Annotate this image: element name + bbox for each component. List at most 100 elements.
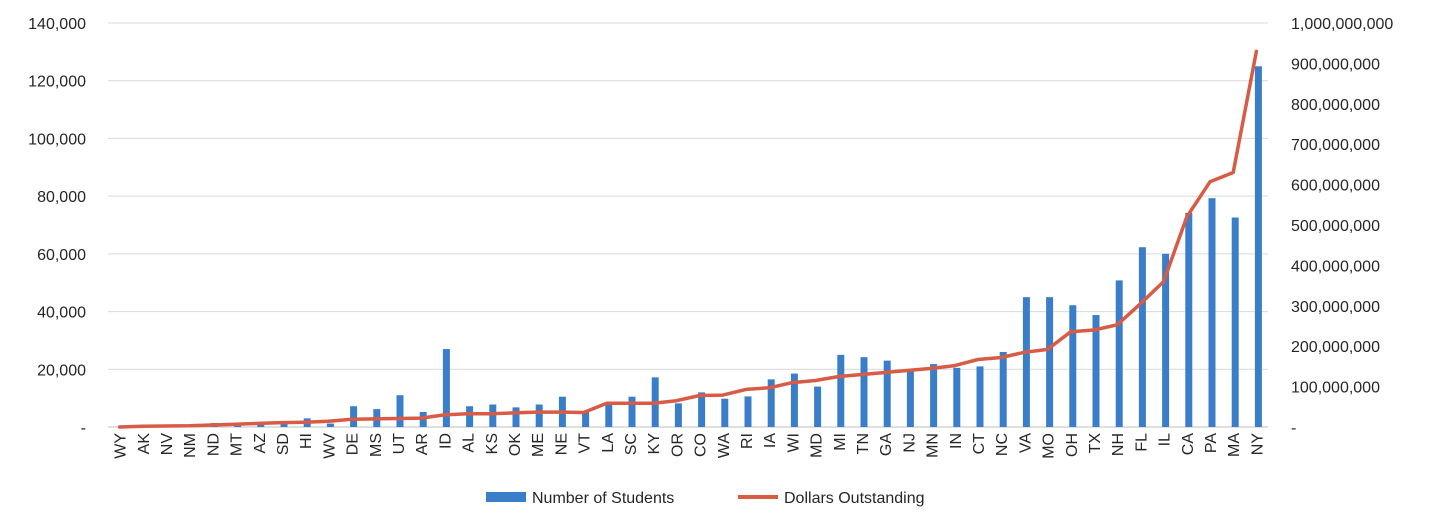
category-label: SC [623, 433, 640, 455]
category-label: WY [113, 433, 130, 459]
bar-CO [698, 392, 706, 427]
bar-GA [883, 360, 891, 427]
left-tick-label: 140,000 [28, 16, 86, 33]
gridlines [108, 22, 1268, 428]
category-label: NE [553, 433, 570, 455]
category-axis: WY AK NV NM ND MT AZ SD HI WV DE MS UT AR ID AL KS OK ME NE… [113, 433, 1267, 459]
category-label: IL [1157, 433, 1174, 446]
category-label: NH [1110, 433, 1127, 456]
bar-IA [767, 379, 775, 427]
right-tick-label: 600,000,000 [1291, 178, 1380, 195]
bar-WV [326, 423, 334, 427]
legend: Number of Students Dollars Outstanding [486, 490, 925, 507]
bar-KS [489, 404, 497, 427]
category-label: OH [1064, 433, 1081, 457]
category-label: GA [878, 433, 895, 456]
left-tick-label: 20,000 [37, 362, 86, 379]
left-tick-label: 120,000 [28, 74, 86, 91]
category-label: NC [994, 433, 1011, 456]
bar-PA [1208, 198, 1216, 427]
bar-NH [1115, 280, 1123, 427]
right-tick-label: 100,000,000 [1291, 380, 1380, 397]
right-tick-label: 1,000,000,000 [1291, 16, 1393, 33]
category-label: CT [971, 433, 988, 455]
category-label: IA [762, 433, 779, 448]
category-label: MS [368, 433, 385, 457]
bar-MI [837, 354, 845, 427]
right-tick-label: 400,000,000 [1291, 258, 1380, 275]
right-tick-label: 700,000,000 [1291, 137, 1380, 154]
left-tick-label: 80,000 [37, 189, 86, 206]
bar-MN [930, 364, 938, 427]
category-label: DE [345, 433, 362, 455]
category-label: NJ [901, 433, 918, 453]
category-label: OK [507, 433, 524, 456]
bar-AZ [257, 424, 265, 427]
bar-NY [1254, 66, 1262, 428]
bar-MO [1046, 297, 1054, 427]
category-label: HI [298, 433, 315, 449]
bar-SC [628, 396, 636, 427]
category-label: AK [136, 433, 153, 455]
bar-IN [953, 367, 961, 427]
bar-CT [976, 366, 984, 427]
category-label: MI [832, 433, 849, 451]
bar-SD [280, 421, 288, 427]
category-label: MN [925, 433, 942, 458]
right-tick-label: 900,000,000 [1291, 56, 1380, 73]
students-bars [118, 66, 1262, 428]
category-label: MA [1226, 433, 1243, 457]
category-label: UT [391, 433, 408, 455]
category-label: ID [437, 433, 454, 449]
category-label: CO [693, 433, 710, 457]
category-label: IN [948, 433, 965, 449]
right-y-axis: - 100,000,000 200,000,000 300,000,000 400,00… [1291, 16, 1393, 437]
bar-WA [721, 398, 729, 427]
bar-TX [1092, 315, 1100, 427]
category-label: MD [809, 433, 826, 458]
category-label: PA [1203, 433, 1220, 453]
category-label: WV [321, 433, 338, 459]
category-label: TN [855, 433, 872, 454]
bar-CA [1185, 212, 1193, 427]
category-label: SD [275, 433, 292, 455]
bar-VT [582, 411, 590, 427]
bar-DE [350, 406, 358, 427]
category-label: ME [530, 433, 547, 457]
bar-NJ [906, 369, 914, 427]
bar-RI [744, 396, 752, 427]
bar-MD [814, 386, 822, 427]
left-tick-label: 100,000 [28, 131, 86, 148]
category-label: KY [646, 433, 663, 455]
right-tick-label: 200,000,000 [1291, 339, 1380, 356]
legend-label-dollars: Dollars Outstanding [784, 490, 925, 507]
bar-OK [512, 407, 520, 427]
category-label: VT [577, 433, 594, 454]
bar-OR [674, 403, 682, 427]
bar-TN [860, 357, 868, 427]
bar-OH [1069, 305, 1077, 427]
bar-NC [999, 351, 1007, 427]
category-label: AL [461, 433, 478, 453]
category-label: CA [1180, 433, 1197, 456]
dollars-line-layer [117, 49, 1259, 429]
bar-AL [466, 406, 474, 427]
bar-IL [1162, 253, 1170, 427]
bar-LA [605, 404, 613, 427]
bar-VA [1022, 297, 1030, 427]
left-tick-label: - [81, 420, 86, 437]
category-label: NY [1249, 433, 1266, 456]
bar-WI [790, 373, 798, 427]
category-label: VA [1017, 433, 1034, 453]
category-label: RI [739, 433, 756, 449]
category-label: ND [205, 433, 222, 456]
category-label: AR [414, 433, 431, 455]
category-label: LA [600, 433, 617, 453]
bar-MA [1231, 217, 1239, 427]
category-label: NV [159, 433, 176, 456]
right-tick-label: - [1291, 420, 1296, 437]
bar-FL [1138, 247, 1146, 427]
legend-bar-swatch [486, 492, 526, 502]
category-label: MO [1041, 433, 1058, 459]
